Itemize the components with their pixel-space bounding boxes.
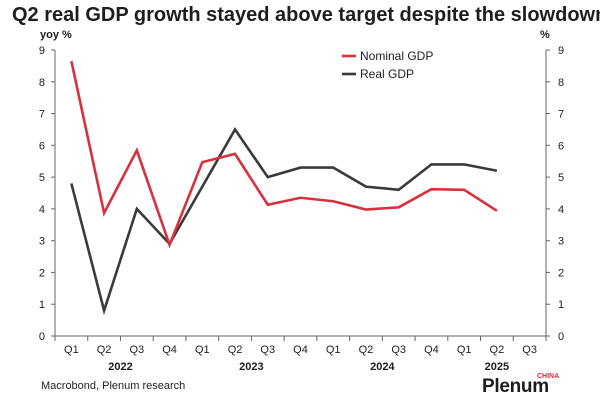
y-tick-label-right: 5: [558, 172, 564, 184]
x-tick-label: Q2: [228, 344, 243, 356]
x-tick-label: Q3: [391, 344, 406, 356]
y-tick-label-right: 4: [558, 204, 564, 216]
y-tick-label-left: 4: [39, 204, 45, 216]
y-tick-label-right: 6: [558, 140, 564, 152]
y-tick-label-right: 2: [558, 267, 564, 279]
y-tick-label-left: 6: [39, 140, 45, 152]
x-tick-label: Q3: [129, 344, 144, 356]
legend-label: Real GDP: [360, 67, 414, 81]
x-tick-label: Q2: [490, 344, 505, 356]
series-line-nominal-gdp: [70, 60, 498, 249]
legend-label: Nominal GDP: [360, 49, 433, 63]
y-tick-label-left: 9: [39, 45, 45, 57]
series-line-real-gdp: [70, 127, 498, 316]
x-tick-label: Q1: [64, 344, 79, 356]
x-year-label: 2025: [485, 361, 509, 373]
x-tick-label: Q3: [522, 344, 537, 356]
x-year-label: 2023: [239, 361, 263, 373]
y-tick-label-left: 1: [39, 299, 45, 311]
y-tick-label-left: 3: [39, 236, 45, 248]
y-tick-label-left: 7: [39, 109, 45, 121]
x-tick-label: Q4: [293, 344, 308, 356]
left-axis-unit: yoy %: [40, 29, 72, 41]
x-tick-label: Q2: [97, 344, 112, 356]
y-tick-label-right: 0: [558, 331, 564, 343]
x-tick-label: Q1: [457, 344, 472, 356]
y-tick-label-left: 8: [39, 77, 45, 89]
source-note: Macrobond, Plenum research: [41, 380, 186, 392]
x-tick-label: Q2: [359, 344, 374, 356]
y-tick-label-right: 7: [558, 109, 564, 121]
chart-title: Q2 real GDP growth stayed above target d…: [12, 4, 600, 26]
y-tick-label-right: 9: [558, 45, 564, 57]
y-tick-label-left: 5: [39, 172, 45, 184]
x-tick-label: Q1: [195, 344, 210, 356]
x-tick-label: Q1: [326, 344, 341, 356]
y-tick-label-right: 8: [558, 77, 564, 89]
right-axis-unit: %: [540, 29, 550, 41]
x-tick-label: Q3: [260, 344, 275, 356]
y-tick-label-left: 2: [39, 267, 45, 279]
x-tick-label: Q4: [424, 344, 439, 356]
brand-logo-sup: CHINA: [537, 373, 560, 380]
x-year-label: 2024: [370, 361, 395, 373]
y-tick-label-right: 1: [558, 299, 564, 311]
x-year-label: 2022: [108, 361, 132, 373]
y-tick-label-left: 0: [39, 331, 45, 343]
y-tick-label-right: 3: [558, 236, 564, 248]
x-tick-label: Q4: [162, 344, 177, 356]
brand-logo: Plenum: [482, 376, 549, 397]
